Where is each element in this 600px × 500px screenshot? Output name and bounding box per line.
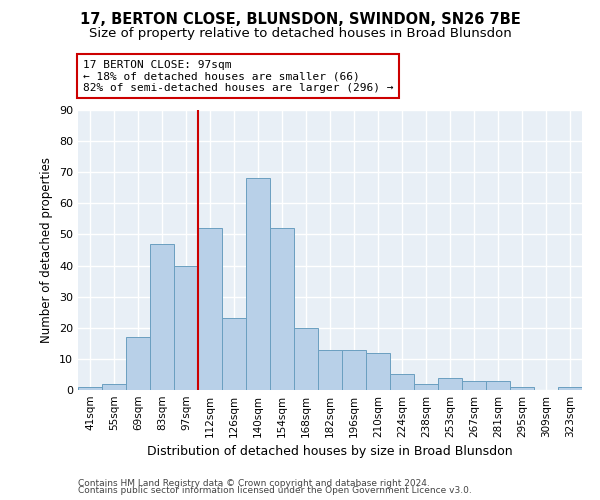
- Bar: [198, 228, 222, 390]
- Bar: [126, 337, 150, 390]
- Bar: [462, 380, 486, 390]
- Bar: [102, 384, 126, 390]
- Bar: [366, 352, 390, 390]
- Bar: [150, 244, 174, 390]
- Bar: [174, 266, 198, 390]
- Bar: [510, 387, 534, 390]
- Bar: [414, 384, 438, 390]
- Bar: [486, 380, 510, 390]
- Bar: [270, 228, 294, 390]
- X-axis label: Distribution of detached houses by size in Broad Blunsdon: Distribution of detached houses by size …: [147, 446, 513, 458]
- Bar: [390, 374, 414, 390]
- Bar: [342, 350, 366, 390]
- Bar: [438, 378, 462, 390]
- Bar: [294, 328, 318, 390]
- Bar: [246, 178, 270, 390]
- Y-axis label: Number of detached properties: Number of detached properties: [40, 157, 53, 343]
- Text: Contains HM Land Registry data © Crown copyright and database right 2024.: Contains HM Land Registry data © Crown c…: [78, 478, 430, 488]
- Text: 17, BERTON CLOSE, BLUNSDON, SWINDON, SN26 7BE: 17, BERTON CLOSE, BLUNSDON, SWINDON, SN2…: [80, 12, 520, 28]
- Bar: [78, 387, 102, 390]
- Bar: [222, 318, 246, 390]
- Bar: [318, 350, 342, 390]
- Text: 17 BERTON CLOSE: 97sqm
← 18% of detached houses are smaller (66)
82% of semi-det: 17 BERTON CLOSE: 97sqm ← 18% of detached…: [83, 60, 394, 93]
- Bar: [558, 387, 582, 390]
- Text: Contains public sector information licensed under the Open Government Licence v3: Contains public sector information licen…: [78, 486, 472, 495]
- Text: Size of property relative to detached houses in Broad Blunsdon: Size of property relative to detached ho…: [89, 28, 511, 40]
